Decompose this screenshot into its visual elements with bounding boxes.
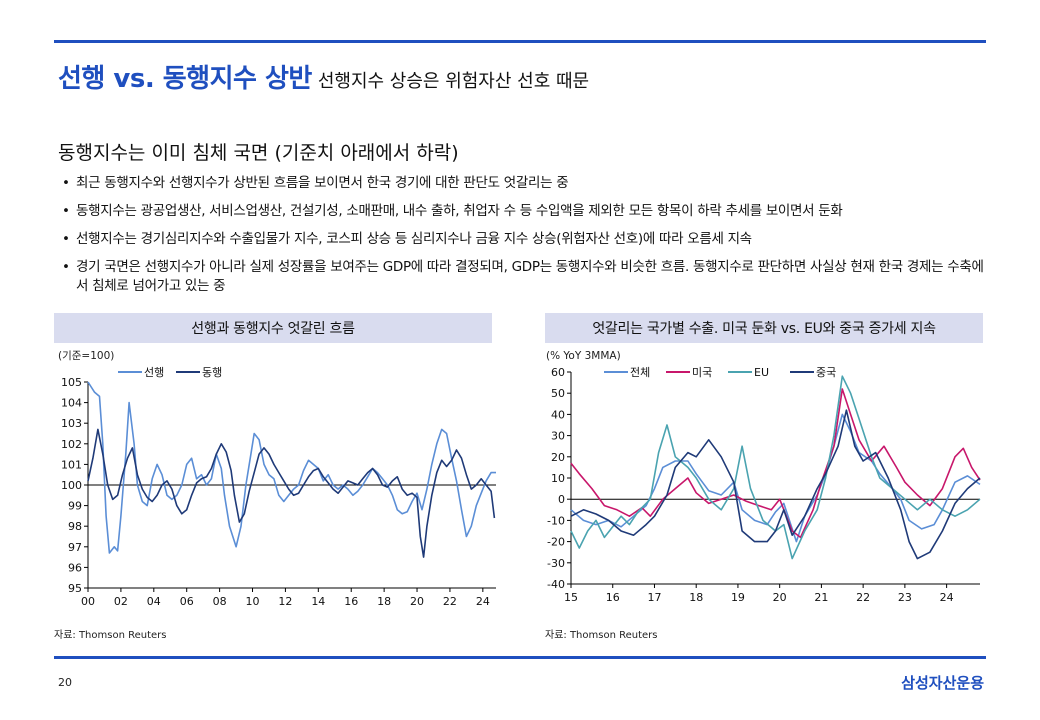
x-tick-label: 20 — [773, 591, 787, 604]
x-tick-label: 16 — [344, 595, 358, 608]
series-line-전체 — [570, 413, 981, 543]
bottom-rule — [54, 656, 986, 659]
bullet-item: 선행지수는 경기심리지수와 수출입물가 지수, 코스피 상승 등 심리지수나 금… — [62, 230, 992, 249]
legend-label: 전체 — [630, 366, 650, 379]
bullet-item: 동행지수는 광공업생산, 서비스업생산, 건설기성, 소매판매, 내수 출하, … — [62, 202, 992, 221]
leading-coincident-chart: (기준=100) 95 96 97 98 99 100 101 102 103 104 105 00 02… — [58, 350, 496, 608]
y-tick-label: 104 — [61, 397, 82, 410]
series-line-선행 — [87, 381, 496, 554]
y-tick-label: 101 — [61, 458, 82, 471]
left-chart-title: 선행과 동행지수 엇갈린 흐름 — [54, 313, 492, 343]
y-tick-label: 97 — [68, 541, 82, 554]
right-source-note: 자료: Thomson Reuters — [545, 630, 658, 641]
x-tick-label: 18 — [689, 591, 703, 604]
y-tick-label: 95 — [68, 582, 82, 595]
unit-label: (% YoY 3MMA) — [546, 350, 621, 362]
y-tick-label: -20 — [547, 536, 565, 549]
y-tick-label: 100 — [61, 479, 82, 492]
series-line-동행 — [87, 428, 496, 558]
legend-label: 중국 — [816, 366, 836, 379]
x-tick-label: 06 — [180, 595, 194, 608]
x-tick-label: 00 — [81, 595, 95, 608]
slide-subtitle: 선행지수 상승은 위험자산 선호 때문 — [317, 71, 590, 92]
x-tick-label: 04 — [147, 595, 161, 608]
x-tick-label: 20 — [410, 595, 424, 608]
right-chart-title: 엇갈리는 국가별 수출. 미국 둔화 vs. EU와 중국 증가세 지속 — [545, 313, 983, 343]
slide-title: 선행 vs. 동행지수 상반 — [58, 64, 312, 94]
legend-label: EU — [754, 366, 769, 379]
x-tick-label: 23 — [898, 591, 912, 604]
bullet-item: 최근 동행지수와 선행지수가 상반된 흐름을 보이면서 한국 경기에 대한 판단… — [62, 174, 992, 193]
series-line-EU — [570, 375, 981, 560]
left-source-note: 자료: Thomson Reuters — [54, 630, 167, 641]
x-tick-label: 22 — [856, 591, 870, 604]
y-tick-label: 98 — [68, 520, 82, 533]
y-tick-label: 103 — [61, 417, 82, 430]
x-tick-label: 24 — [940, 591, 954, 604]
y-tick-label: -30 — [547, 557, 565, 570]
unit-label: (기준=100) — [58, 350, 114, 362]
x-tick-label: 08 — [213, 595, 227, 608]
y-tick-label: 10 — [551, 472, 565, 485]
legend-label: 동행 — [202, 366, 222, 379]
series-line-중국 — [570, 409, 981, 560]
y-tick-label: 105 — [61, 376, 82, 389]
x-tick-label: 19 — [731, 591, 745, 604]
legend-label: 선행 — [144, 366, 164, 379]
page-number: 20 — [58, 676, 72, 689]
y-tick-label: 102 — [61, 438, 82, 451]
bullet-item: 경기 국면은 선행지수가 아니라 실제 성장률을 보여주는 GDP에 따라 결정… — [62, 258, 992, 296]
legend-label: 미국 — [692, 366, 712, 379]
slide-title-block: 선행 vs. 동행지수 상반 선행지수 상승은 위험자산 선호 때문 — [58, 58, 589, 95]
y-tick-label: -10 — [547, 514, 565, 527]
y-tick-label: 40 — [551, 408, 565, 421]
x-tick-label: 18 — [377, 595, 391, 608]
country-exports-chart: (% YoY 3MMA) -40 -30 -20 -10 0 10 20 30 40 50 60 15 1… — [546, 350, 981, 604]
x-tick-label: 17 — [647, 591, 661, 604]
y-tick-label: 20 — [551, 451, 565, 464]
y-tick-label: 60 — [551, 366, 565, 379]
y-tick-label: 96 — [68, 561, 82, 574]
y-tick-label: 30 — [551, 430, 565, 443]
x-tick-label: 02 — [114, 595, 128, 608]
top-rule — [54, 40, 986, 43]
x-tick-label: 15 — [564, 591, 578, 604]
series-line-미국 — [570, 388, 981, 539]
y-tick-label: 99 — [68, 500, 82, 513]
x-tick-label: 12 — [278, 595, 292, 608]
x-tick-label: 21 — [814, 591, 828, 604]
x-tick-label: 22 — [443, 595, 457, 608]
x-tick-label: 24 — [476, 595, 490, 608]
brand-logo-text: 삼성자산운용 — [901, 674, 984, 692]
y-tick-label: -40 — [547, 578, 565, 591]
y-tick-label: 0 — [558, 493, 565, 506]
bullet-list: 최근 동행지수와 선행지수가 상반된 흐름을 보이면서 한국 경기에 대한 판단… — [62, 174, 992, 305]
y-tick-label: 50 — [551, 387, 565, 400]
section-heading: 동행지수는 이미 침체 국면 (기준치 아래에서 하락) — [58, 142, 459, 164]
x-tick-label: 10 — [246, 595, 260, 608]
x-tick-label: 16 — [606, 591, 620, 604]
x-tick-label: 14 — [311, 595, 325, 608]
